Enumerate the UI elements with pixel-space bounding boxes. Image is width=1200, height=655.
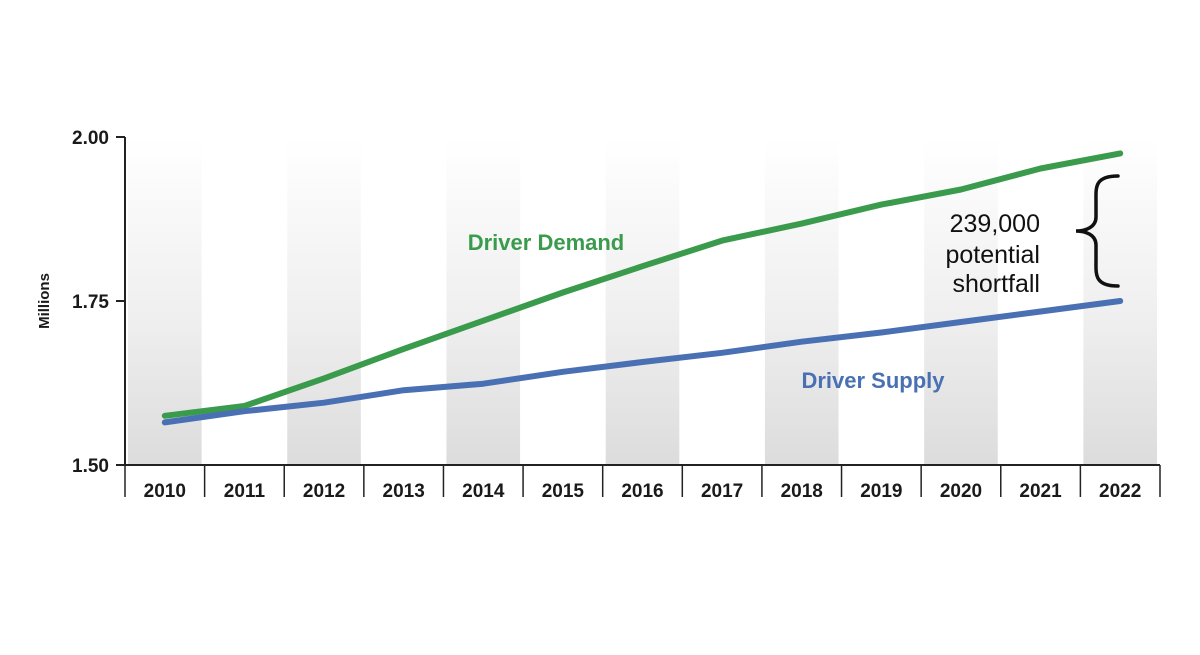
series-label-driver-supply: Driver Supply <box>801 368 945 393</box>
series-line-driver-demand <box>161 150 1124 419</box>
series-lines <box>161 150 1124 426</box>
x-tick-label: 2011 <box>224 481 266 502</box>
x-tick-label: 2012 <box>303 481 345 502</box>
y-tick-label: 1.75 <box>72 292 109 313</box>
x-tick-label: 2015 <box>542 481 585 502</box>
x-tick-label: 2016 <box>621 481 663 502</box>
x-tick-label: 2013 <box>383 481 425 502</box>
background-band <box>924 137 998 465</box>
background-bands <box>128 137 1157 465</box>
series-line-driver-supply <box>161 298 1124 426</box>
x-tick-label: 2017 <box>701 481 743 502</box>
x-tick-label: 2021 <box>1019 481 1062 502</box>
x-tick-label: 2010 <box>144 481 186 502</box>
series-label-driver-demand: Driver Demand <box>468 230 625 255</box>
axes: 1.50 1.75 2.00 2010 2011 2012 2013 2014 2015 2016… <box>36 128 1161 502</box>
y-tick-label: 1.50 <box>72 456 109 477</box>
y-axis-label: Millions <box>36 273 53 329</box>
background-band <box>446 137 521 465</box>
x-tick-label: 2019 <box>860 481 902 502</box>
background-band <box>764 137 839 465</box>
annotation-text: shortfall <box>952 270 1040 298</box>
x-tick-label: 2014 <box>462 481 505 502</box>
curly-brace <box>1075 174 1120 288</box>
x-tick-label: 2020 <box>940 481 982 502</box>
background-band <box>605 137 680 465</box>
x-tick-label: 2018 <box>781 481 823 502</box>
annotation-text: potential <box>945 241 1040 269</box>
annotation-text: 239,000 <box>950 210 1040 238</box>
x-tick-label: 2022 <box>1099 481 1141 502</box>
y-tick-label: 2.00 <box>72 128 109 149</box>
background-band <box>287 137 361 465</box>
labels: Driver Demand Driver Supply 239,000 potenti… <box>468 174 1120 393</box>
